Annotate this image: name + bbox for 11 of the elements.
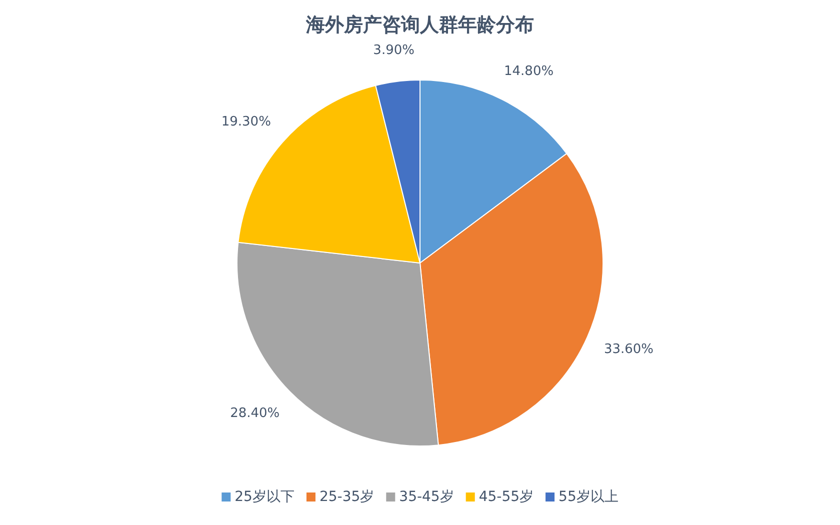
legend-label: 35-45岁 [399, 489, 454, 505]
data-label: 14.80% [504, 64, 554, 80]
data-label: 28.40% [230, 406, 280, 421]
chart-title: 海外房产咨询人群年龄分布 [305, 14, 534, 36]
data-label: 3.90% [373, 42, 414, 58]
legend-label: 55岁以上 [558, 489, 618, 505]
legend-label: 25岁以下 [234, 489, 294, 505]
legend-label: 45-55岁 [478, 489, 534, 505]
data-label: 19.30% [221, 114, 271, 130]
data-label: 33.60% [604, 342, 654, 357]
legend-label: 25-35岁 [319, 489, 374, 505]
